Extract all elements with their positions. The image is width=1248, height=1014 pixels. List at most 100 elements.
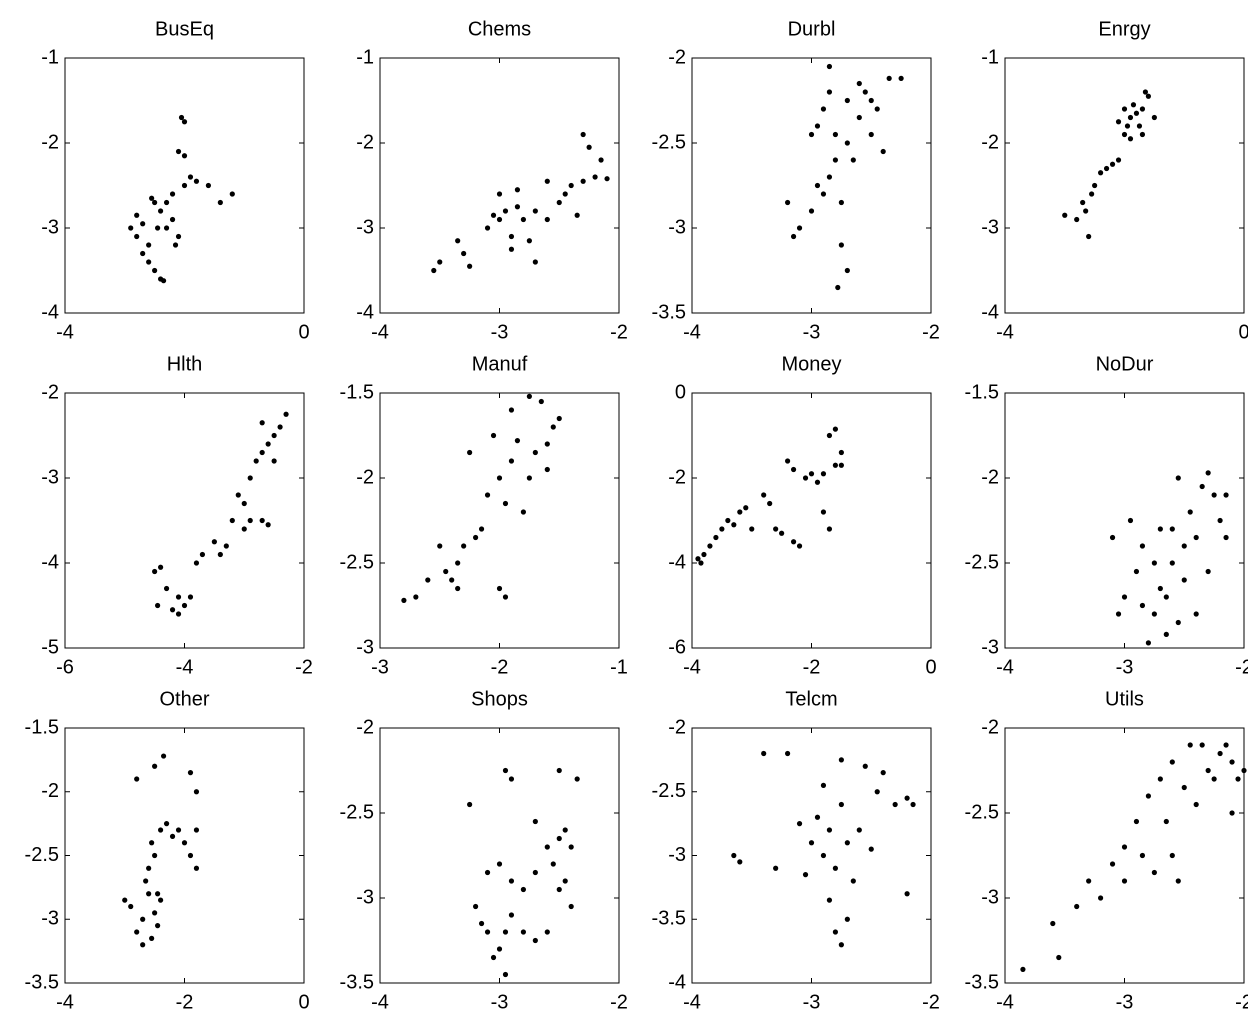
point (707, 543, 713, 549)
point (187, 852, 194, 859)
subplot-title: Utils (1105, 688, 1144, 710)
point (832, 865, 839, 871)
point (820, 782, 827, 788)
point (1199, 483, 1205, 490)
subplot-title: Shops (471, 688, 528, 710)
point (1217, 517, 1223, 524)
point (155, 602, 161, 609)
y-tick-label: -2 (41, 131, 59, 153)
point (169, 191, 176, 197)
point (514, 187, 521, 193)
x-tick-label: -6 (56, 656, 74, 678)
point (271, 432, 277, 439)
point (152, 852, 158, 859)
point (484, 492, 491, 498)
x-tick-label: -1 (610, 656, 628, 678)
subplot-title: Manuf (472, 353, 528, 375)
x-tick-label: -2 (491, 656, 509, 678)
y-tick-label: -3.5 (25, 971, 59, 993)
point (484, 869, 491, 876)
point (1115, 157, 1122, 163)
point (1103, 165, 1110, 172)
x-tick-label: -2 (803, 656, 821, 678)
point (520, 216, 527, 223)
point (544, 441, 550, 447)
subplot-title: Hlth (167, 353, 203, 375)
point (146, 242, 152, 248)
x-tick-label: -2 (922, 321, 940, 343)
point (826, 174, 833, 180)
point (149, 840, 155, 846)
point (586, 144, 592, 150)
y-tick-label: -2 (981, 131, 999, 153)
axes-frame (691, 727, 932, 984)
point (187, 174, 194, 180)
point (796, 543, 803, 549)
point (490, 212, 497, 218)
point (277, 424, 283, 430)
point (737, 509, 743, 515)
point (731, 852, 737, 859)
y-tick-label: -2 (981, 716, 999, 738)
point (149, 195, 155, 201)
point (193, 865, 200, 871)
point (808, 208, 815, 214)
point (544, 466, 550, 473)
x-tick-label: -4 (996, 656, 1014, 678)
x-tick-label: -4 (683, 991, 701, 1013)
point (502, 971, 509, 978)
point (155, 891, 161, 897)
point (455, 585, 461, 592)
point (532, 449, 538, 456)
point (1086, 878, 1092, 884)
point (160, 278, 167, 284)
point (526, 475, 532, 481)
y-tick-label: -4 (668, 971, 686, 993)
point (1205, 470, 1211, 476)
point (514, 204, 521, 210)
point (1127, 136, 1134, 142)
point (808, 471, 815, 477)
point (568, 903, 574, 910)
point (467, 801, 473, 808)
point (1127, 114, 1134, 121)
point (862, 89, 868, 95)
point (175, 148, 182, 155)
point (1115, 119, 1122, 125)
subplot-title: Durbl (788, 18, 836, 40)
point (832, 157, 839, 163)
axes-frame (1004, 57, 1245, 314)
point (1139, 131, 1146, 138)
point (910, 801, 916, 808)
point (838, 462, 844, 468)
point (1229, 810, 1235, 816)
point (169, 833, 176, 839)
point (158, 827, 164, 833)
point (820, 509, 827, 515)
point (820, 106, 827, 112)
y-tick-label: -3 (41, 466, 59, 488)
point (814, 479, 821, 485)
y-tick-label: -4 (356, 301, 374, 323)
y-tick-label: -4 (41, 551, 59, 573)
point (826, 432, 833, 439)
point (1151, 560, 1157, 566)
point (574, 776, 580, 782)
point (814, 182, 821, 189)
point (265, 522, 271, 528)
point (856, 114, 862, 121)
point (604, 176, 610, 182)
point (172, 242, 179, 248)
point (796, 821, 803, 827)
point (898, 75, 904, 81)
point (496, 475, 503, 481)
point (820, 471, 827, 477)
point (1092, 182, 1098, 189)
point (526, 238, 532, 244)
y-tick-label: -3 (41, 216, 59, 238)
point (785, 750, 791, 757)
point (187, 594, 194, 600)
point (508, 912, 515, 918)
y-tick-label: -2.5 (25, 844, 59, 866)
point (532, 259, 538, 265)
